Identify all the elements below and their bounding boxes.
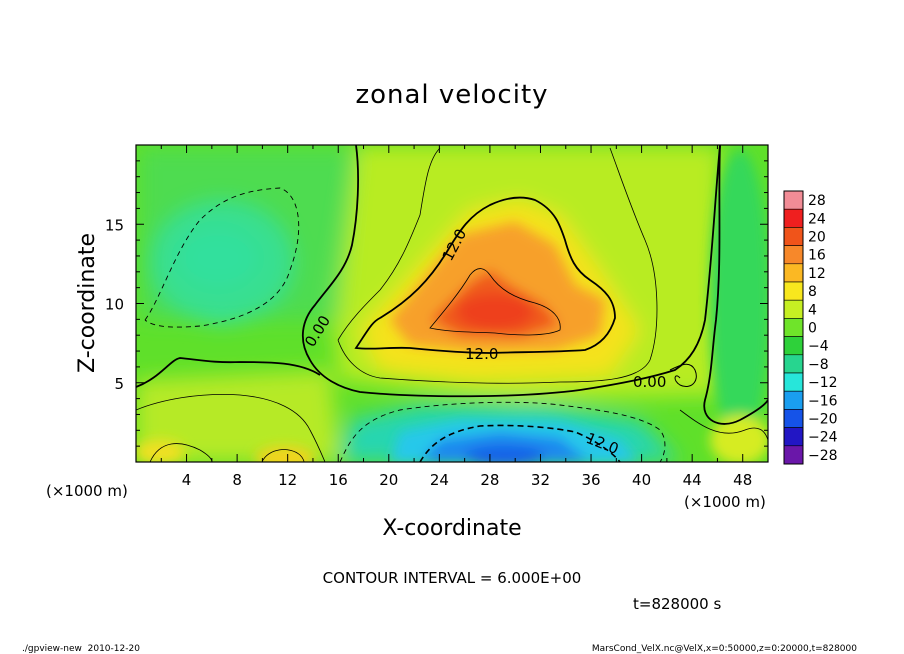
- colorbar-label: 0: [808, 321, 817, 337]
- region-jet-core: [457, 294, 533, 330]
- x-tick-label: 12: [278, 471, 297, 489]
- x-tick-label: 28: [480, 471, 499, 489]
- region-lower-right-yellow: [710, 415, 768, 462]
- colorbar-label: −24: [808, 430, 838, 446]
- contour-18-core: [429, 268, 561, 336]
- region-upper-left: [140, 148, 356, 320]
- colorbar-swatch: [783, 281, 804, 301]
- colorbar-swatch: [783, 409, 804, 428]
- contour-6-jet: [337, 147, 658, 384]
- chart-title: zonal velocity: [355, 80, 548, 110]
- colorbar-swatch: [783, 318, 804, 337]
- colorbar-swatch: [783, 190, 804, 210]
- contour-0-lower: [136, 357, 321, 388]
- y-tick-label: 15: [105, 216, 124, 234]
- colorbar-label: −12: [808, 375, 838, 391]
- x-tick-label: 20: [379, 471, 398, 489]
- colorbar-label: 20: [808, 230, 826, 246]
- colorbar-label: 16: [808, 248, 826, 264]
- contour-neg12-surface: [419, 424, 621, 462]
- x-tick-label: 8: [232, 471, 242, 489]
- colorbar-swatch: [783, 336, 804, 356]
- y-tick-label: 5: [114, 375, 124, 393]
- colorbar-swatch: [783, 263, 804, 283]
- colorbar-swatch: [783, 445, 804, 465]
- x-tick-label: 36: [581, 471, 600, 489]
- x-tick-label: 32: [531, 471, 550, 489]
- region-surface-blue-core: [465, 446, 545, 462]
- heatmap-field: [136, 145, 768, 462]
- colorbar-label: −8: [808, 357, 829, 373]
- contour-interval-label: CONTOUR INTERVAL = 6.000E+00: [323, 569, 582, 587]
- colorbar-label: 12: [808, 266, 826, 282]
- region-right-green: [710, 150, 768, 450]
- contour-0-right-noise: [669, 363, 697, 387]
- contour-12-jet: [354, 196, 616, 354]
- colorbar-swatch: [783, 299, 804, 319]
- colorbar-label: −4: [808, 339, 829, 355]
- colorbar-label: −16: [808, 393, 838, 409]
- y-axis-ticks: 5 10 15: [105, 160, 768, 447]
- x-axis-ticks: 4 8 12 16 20 24 28 32 36 40 44 48: [160, 145, 752, 489]
- region-surface-positive-left-2: [136, 440, 185, 462]
- x-tick-label: 48: [733, 471, 752, 489]
- colorbar-swatch: [783, 208, 804, 228]
- region-surface-positive-left: [255, 446, 315, 462]
- colorbar-swatch: [783, 354, 804, 374]
- contour-6-right: [679, 409, 768, 441]
- contour-lines: [136, 145, 768, 462]
- contour-0-main: [301, 145, 721, 398]
- contour-label-0-right: 0.00: [633, 373, 666, 391]
- x-tick-label: 24: [430, 471, 449, 489]
- time-label: t=828000 s: [633, 595, 721, 613]
- colorbar-frame: [783, 190, 804, 465]
- x-tick-label: 4: [182, 471, 192, 489]
- x-unit-label-right: (×1000 m): [684, 493, 766, 511]
- x-tick-label: 40: [632, 471, 651, 489]
- y-axis-label: Z-coordinate: [75, 233, 100, 373]
- contour-neg6-surface: [339, 401, 666, 462]
- x-unit-label: (×1000 m): [46, 482, 128, 500]
- x-axis-label: X-coordinate: [382, 516, 521, 541]
- colorbar: 28 24 20 16 12 8 4 0 −4 −8 −12 −16 −20 −24 −28: [783, 190, 838, 465]
- y-tick-label: 10: [105, 296, 124, 314]
- region-lowlevel-positive: [136, 370, 340, 462]
- footer-right: MarsCond_VelX.nc@VelX,x=0:50000,z=0:2000…: [592, 644, 857, 654]
- colorbar-label: 28: [808, 193, 826, 209]
- colorbar-swatch: [783, 227, 804, 246]
- colorbar-swatch: [783, 372, 804, 392]
- colorbar-label: −20: [808, 412, 838, 428]
- contour-neg6-aloft: [144, 187, 300, 328]
- colorbar-label: 24: [808, 211, 826, 227]
- footer-left: ./gpview-new 2010-12-20: [22, 644, 140, 654]
- colorbar-swatch: [783, 427, 804, 447]
- colorbar-label: 8: [808, 284, 817, 300]
- contour-12-lowleft-2: [261, 449, 305, 462]
- colorbar-label: 4: [808, 302, 817, 318]
- x-tick-label: 16: [329, 471, 348, 489]
- colorbar-swatch: [783, 245, 804, 265]
- colorbar-swatch: [783, 390, 804, 410]
- contour-12-lowleft: [149, 443, 213, 462]
- contour-0-right: [703, 145, 768, 425]
- colorbar-label: −28: [808, 448, 838, 464]
- contour-label-12-mid: 12.0: [465, 345, 498, 363]
- contour-6-lowleft: [136, 394, 326, 462]
- x-tick-label: 44: [683, 471, 702, 489]
